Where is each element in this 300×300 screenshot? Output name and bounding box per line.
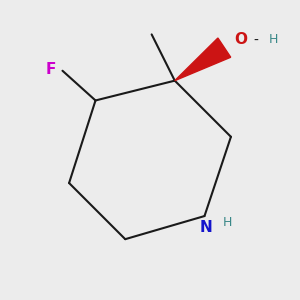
Text: F: F — [46, 61, 56, 76]
Text: -: - — [253, 34, 258, 48]
Polygon shape — [175, 38, 231, 81]
Text: N: N — [200, 220, 212, 235]
Text: H: H — [269, 33, 278, 46]
Text: O: O — [234, 32, 247, 47]
Text: H: H — [223, 216, 232, 229]
